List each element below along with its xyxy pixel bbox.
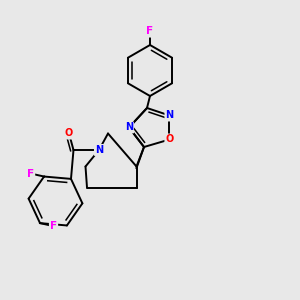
Text: N: N	[125, 122, 133, 133]
Text: F: F	[50, 221, 57, 231]
Text: N: N	[95, 145, 103, 155]
Text: O: O	[165, 134, 174, 145]
Text: F: F	[27, 169, 34, 178]
Text: O: O	[65, 128, 73, 139]
Text: N: N	[165, 110, 174, 121]
Text: F: F	[146, 26, 154, 37]
